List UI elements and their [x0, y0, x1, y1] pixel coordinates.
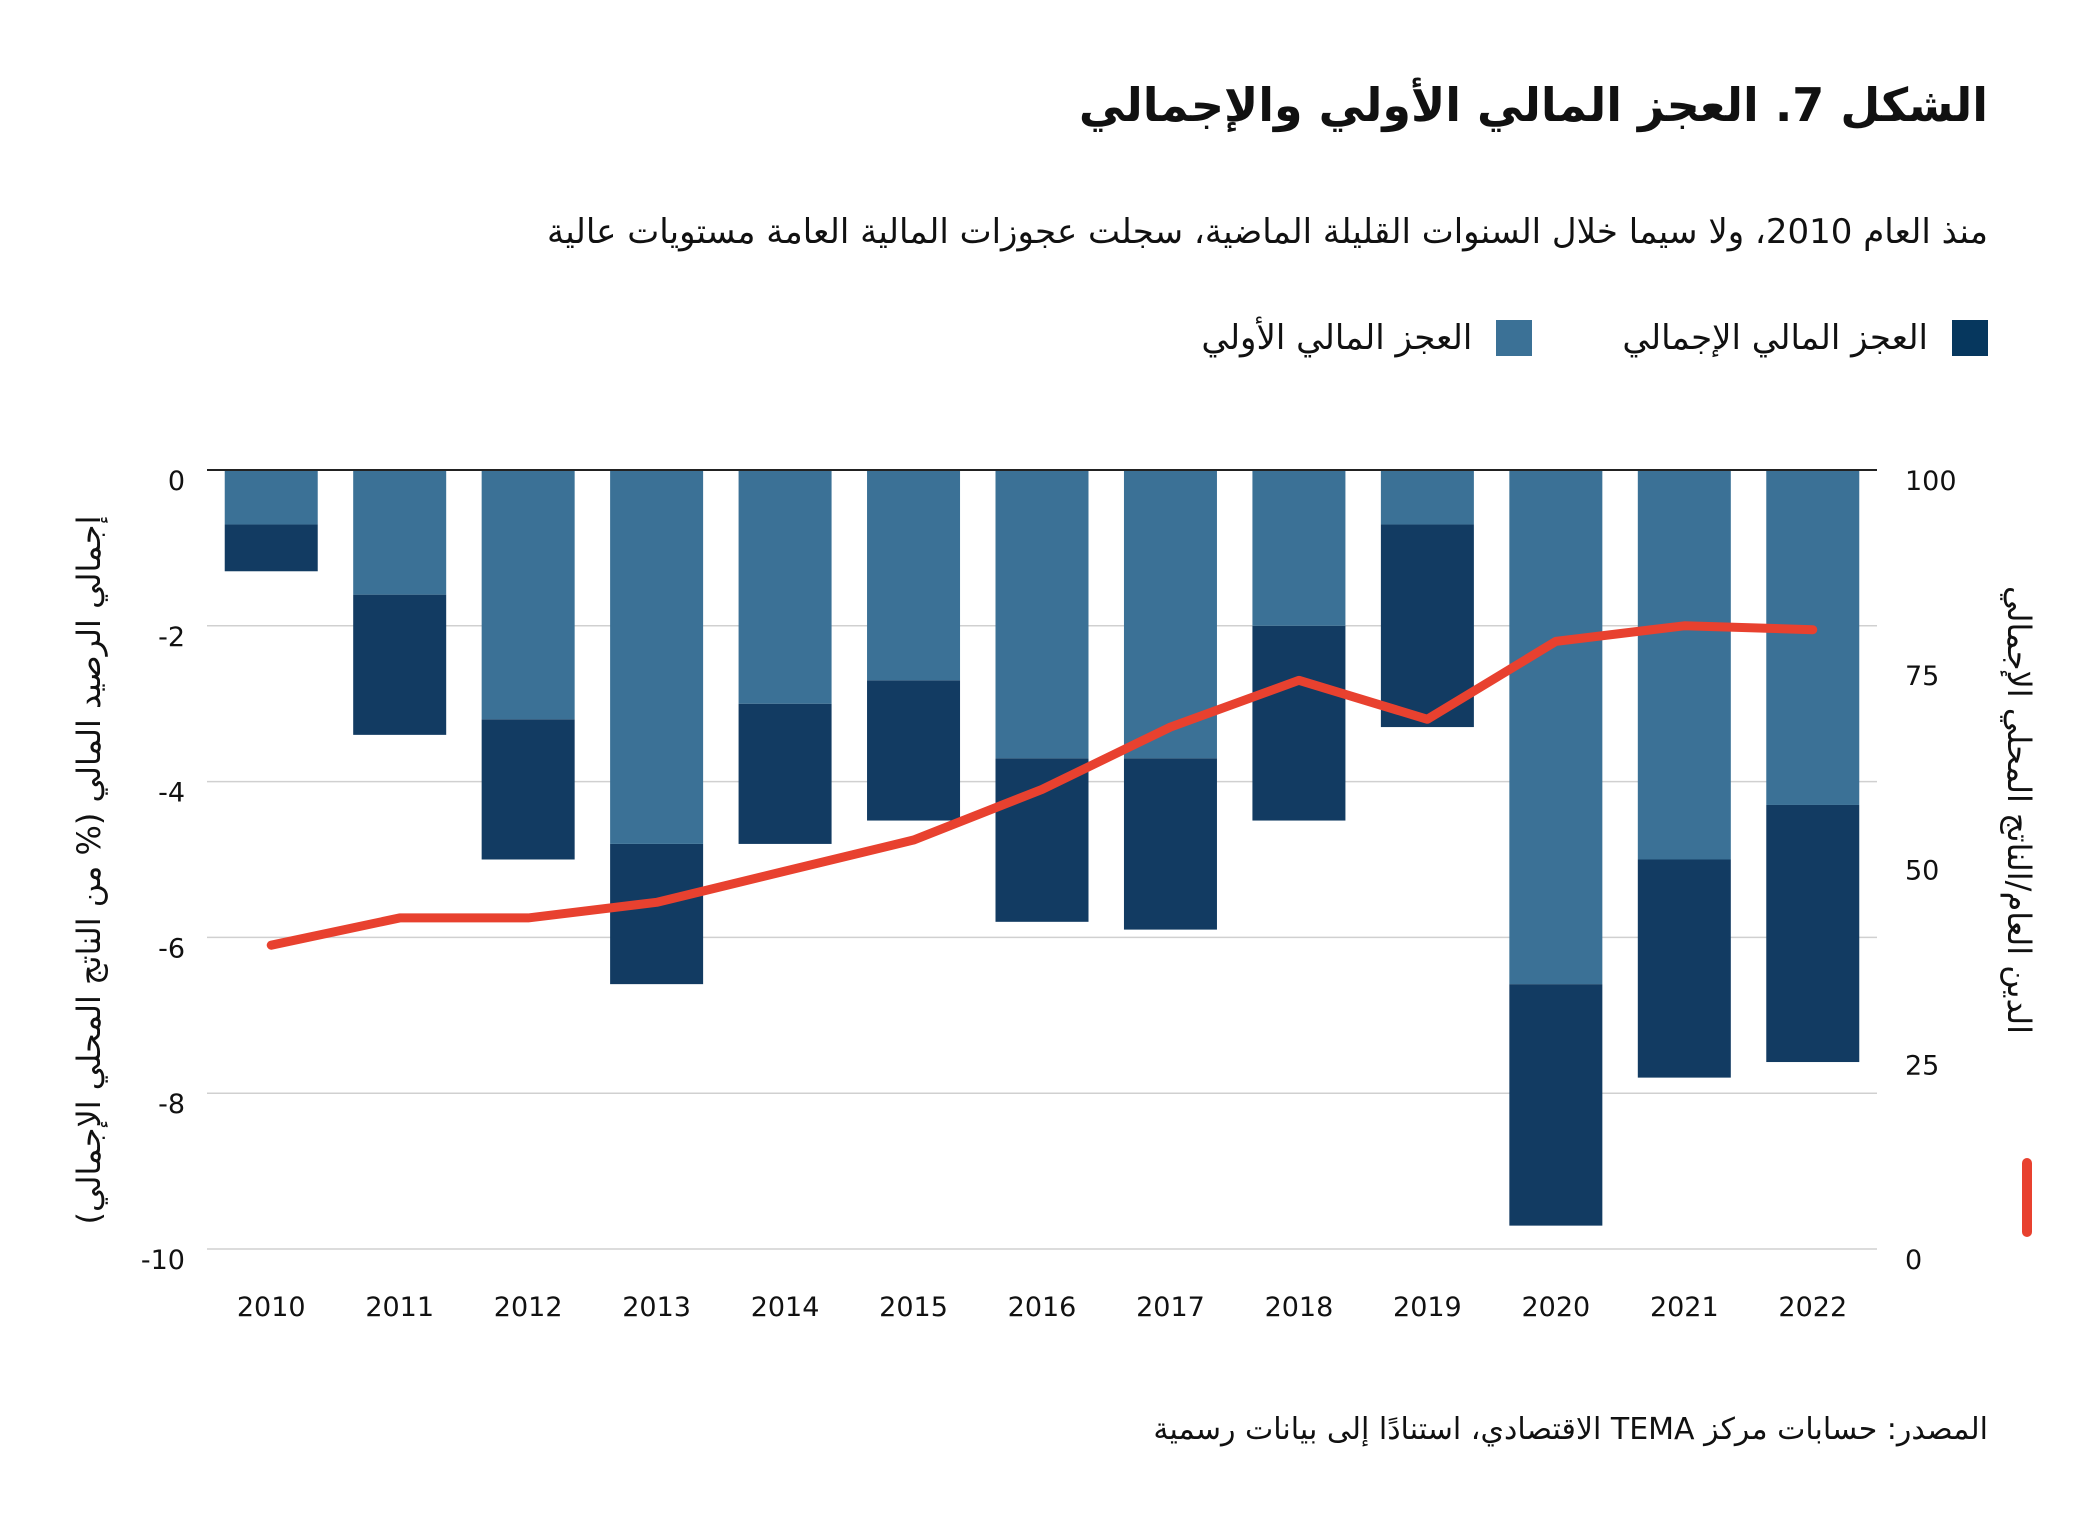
bar-primary-2015 [867, 470, 961, 681]
bar-primary-2016 [995, 470, 1089, 759]
bar-primary-2018 [1252, 470, 1346, 626]
bar-primary-2013 [610, 470, 704, 844]
legend-swatch-overall [1952, 320, 1988, 356]
bar-overall-2014 [738, 703, 832, 844]
source-note: المصدر: حسابات مركز TEMA الاقتصادي، استن… [1153, 1412, 1988, 1447]
y2-tick-label: 75 [1905, 661, 1939, 692]
bar-overall-2020 [1509, 984, 1603, 1226]
bar-overall-2018 [1252, 625, 1346, 821]
bar-primary-2017 [1123, 470, 1217, 759]
y-tick-label: 0 [168, 466, 185, 497]
y2-tick-label: 100 [1905, 466, 1957, 497]
x-tick-label: 2022 [1778, 1292, 1847, 1323]
x-tick-label: 2014 [751, 1292, 820, 1323]
chart-title: الشكل 7. العجز المالي الأولي والإجمالي [1078, 78, 1988, 132]
y2-tick-label: 0 [1905, 1245, 1922, 1276]
y-tick-label: -10 [141, 1245, 185, 1276]
x-tick-label: 2010 [237, 1292, 306, 1323]
y2-axis-title: الدين العام/الناتج المحلي الإجمالي [2000, 586, 2038, 1034]
bar-overall-2010 [224, 524, 318, 572]
y-tick-label: -4 [158, 778, 185, 809]
x-tick-label: 2011 [365, 1292, 434, 1323]
x-tick-label: 2015 [879, 1292, 948, 1323]
chart-subtitle: منذ العام 2010، ولا سيما خلال السنوات ال… [546, 212, 1988, 252]
bar-primary-2021 [1637, 470, 1731, 860]
bar-overall-2013 [610, 843, 704, 985]
x-tick-label: 2016 [1008, 1292, 1077, 1323]
x-tick-label: 2019 [1393, 1292, 1462, 1323]
bar-primary-2010 [224, 470, 318, 525]
bar-overall-2011 [353, 594, 447, 735]
legend-label-primary: العجز المالي الأولي [1201, 318, 1473, 358]
y2-tick-label: 50 [1905, 856, 1939, 887]
bar-primary-2012 [481, 470, 575, 720]
bar-overall-2019 [1380, 524, 1474, 728]
legend-swatch-primary [1496, 320, 1533, 356]
legend: العجز المالي الإجمالي العجز المالي الأول… [1111, 318, 1988, 358]
bar-primary-2022 [1766, 470, 1860, 805]
legend-item-overall: العجز المالي الإجمالي [1622, 318, 1988, 358]
bar-overall-2017 [1123, 758, 1217, 930]
legend-item-primary: العجز المالي الأولي [1201, 318, 1533, 358]
bar-overall-2015 [867, 680, 961, 821]
y-tick-label: -6 [158, 933, 185, 964]
y-axis-title: إجمالي الرصيد المالي (% من الناتج المحلي… [70, 516, 108, 1225]
y-tick-label: -2 [158, 622, 185, 653]
x-tick-label: 2017 [1136, 1292, 1205, 1323]
x-tick-label: 2020 [1521, 1292, 1590, 1323]
y2-tick-label: 25 [1905, 1050, 1939, 1081]
y-tick-label: -8 [158, 1089, 185, 1120]
legend-label-overall: العجز المالي الإجمالي [1622, 318, 1928, 358]
bar-overall-2012 [481, 719, 575, 860]
x-tick-label: 2012 [494, 1292, 563, 1323]
bar-primary-2014 [738, 470, 832, 704]
bar-primary-2019 [1380, 470, 1474, 525]
bar-overall-2016 [995, 758, 1089, 922]
bar-overall-2022 [1766, 804, 1860, 1063]
x-tick-label: 2018 [1265, 1292, 1334, 1323]
bar-primary-2011 [353, 470, 447, 595]
x-tick-label: 2013 [622, 1292, 691, 1323]
bar-primary-2020 [1509, 470, 1603, 985]
bar-overall-2021 [1637, 859, 1731, 1078]
x-tick-label: 2021 [1650, 1292, 1719, 1323]
